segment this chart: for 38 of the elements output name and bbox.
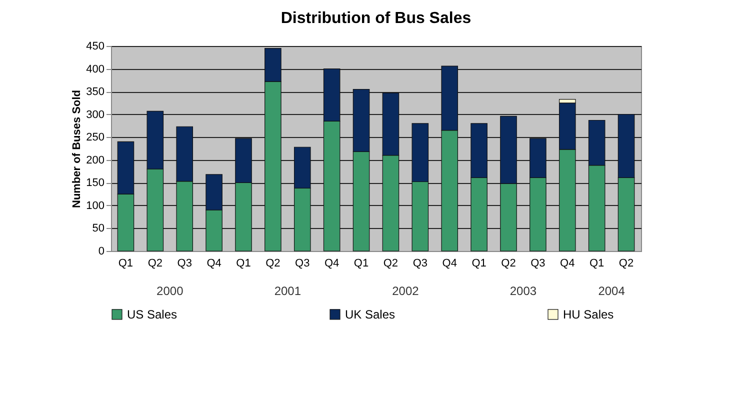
x-tick-label: Q4	[442, 258, 457, 270]
x-tick-label: Q1	[118, 258, 134, 270]
y-tick-label: 450	[86, 40, 104, 52]
y-tick-label: 300	[86, 108, 104, 121]
y-tick-label: 200	[86, 154, 104, 166]
x-tick-label: Q4	[324, 258, 340, 270]
x-tick-label: Q4	[206, 258, 222, 270]
y-tick-label: 0	[98, 246, 104, 258]
x-tick-label: Q4	[560, 258, 575, 270]
text: 2002	[392, 284, 420, 298]
y-tick-label: 100	[86, 200, 104, 212]
text: 2003	[510, 284, 537, 298]
x-tick-label: Q1	[472, 258, 486, 270]
chart-title: Distribution of Bus Sales	[280, 10, 472, 27]
x-tick-label: Q3	[412, 258, 428, 270]
x-tick-label: Q1	[589, 258, 604, 270]
legend-label: US Sales	[127, 307, 178, 322]
y-tick-label: 50	[92, 222, 104, 235]
x-tick-label: Q3	[295, 258, 310, 270]
y-tick-label: 150	[86, 177, 104, 190]
text: 2000	[156, 284, 184, 298]
y-tick-label: 400	[86, 63, 104, 76]
x-tick-label: Q2	[501, 258, 516, 270]
y-tick-label: 250	[86, 132, 104, 144]
y-tick-label: 350	[86, 86, 104, 98]
legend-label: UK Sales	[345, 307, 396, 322]
text: 2001	[274, 284, 302, 298]
x-tick-label: Q2	[266, 258, 280, 270]
y-axis-title: Number of Buses Sold	[71, 90, 84, 208]
x-tick-label: Q1	[354, 258, 369, 270]
legend-label: HU Sales	[563, 307, 614, 322]
x-tick-label: Q3	[177, 258, 192, 270]
x-tick-label: Q2	[383, 258, 398, 270]
x-tick-label: Q2	[148, 258, 163, 270]
text: 2004	[598, 284, 626, 298]
x-tick-label: Q3	[530, 258, 546, 270]
x-tick-label: Q2	[618, 258, 634, 270]
x-tick-label: Q1	[236, 258, 251, 270]
